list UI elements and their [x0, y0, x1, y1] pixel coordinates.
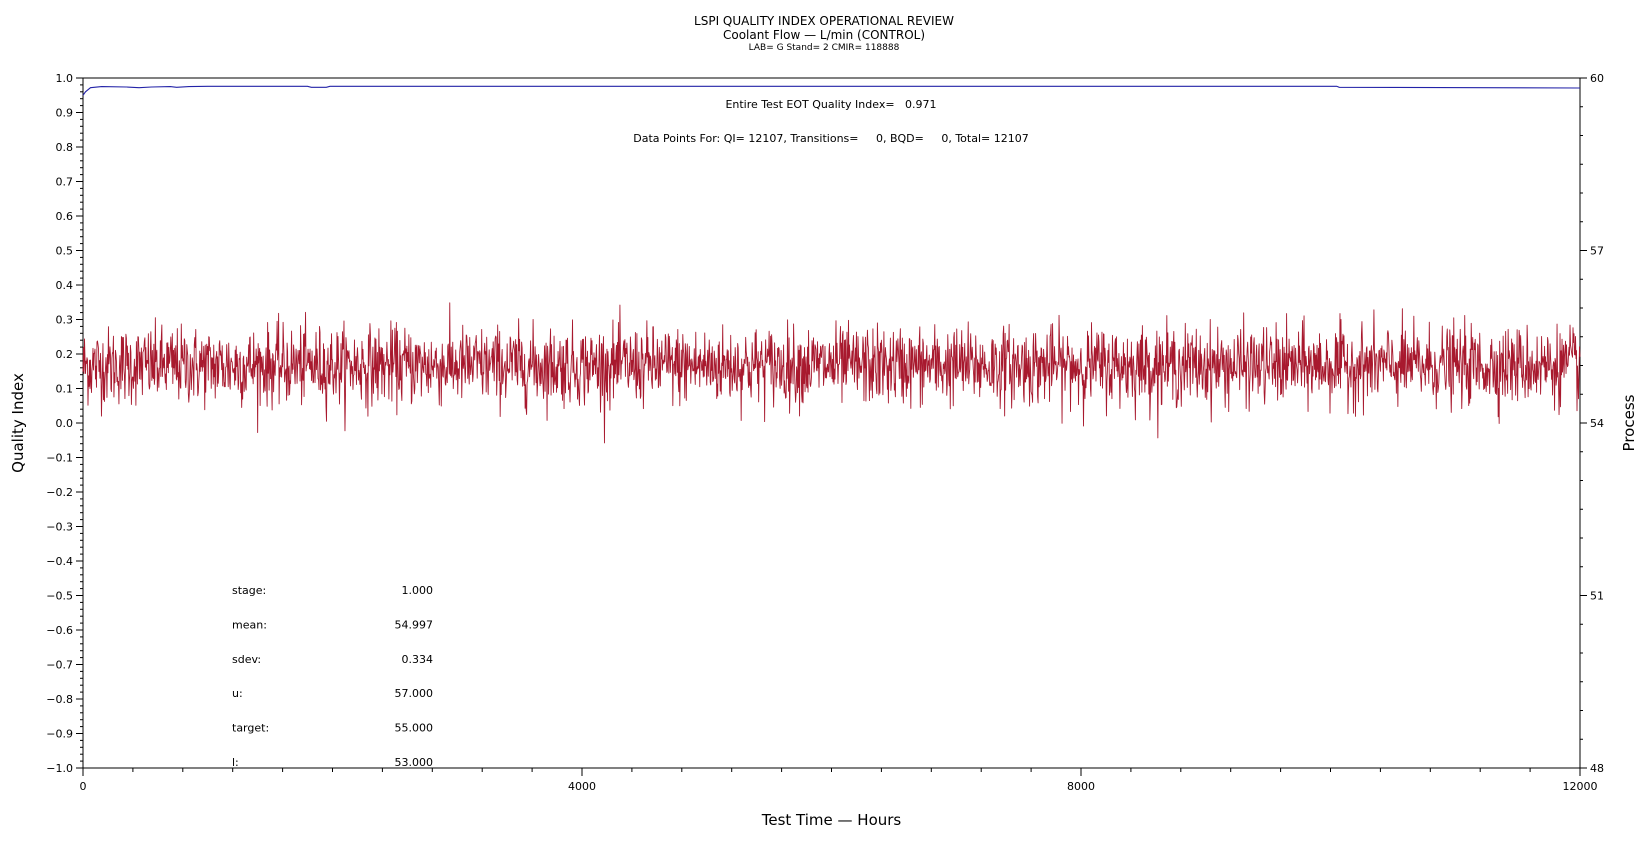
- y-tick-label: −1.0: [46, 762, 73, 775]
- x-tick-label: 4000: [568, 780, 596, 793]
- y2-axis-label: Process: [1620, 394, 1638, 451]
- stat-value: 55.000: [395, 722, 434, 735]
- stat-value: 53.000: [395, 756, 434, 769]
- stat-value: 1.000: [402, 584, 434, 597]
- y-tick-label: 0.8: [56, 141, 74, 154]
- y2-tick-label: 54: [1590, 417, 1604, 430]
- plot-frame: [82, 77, 1581, 769]
- y2-tick-label: 51: [1590, 590, 1604, 603]
- y-tick-label: −0.4: [46, 555, 73, 568]
- y-tick-label: 0.7: [56, 176, 74, 189]
- y-tick-label: −0.9: [46, 728, 73, 741]
- y-tick-label: 0.4: [56, 279, 74, 292]
- stat-value: 54.997: [395, 618, 434, 631]
- y-tick-label: 0.5: [56, 245, 74, 258]
- stat-label: mean:: [232, 618, 267, 631]
- x-tick-label: 8000: [1067, 780, 1095, 793]
- x-tick-label: 0: [80, 780, 87, 793]
- y-tick-label: 0.0: [56, 417, 74, 430]
- stat-label: stage:: [232, 584, 266, 597]
- y-tick-label: −0.2: [46, 486, 73, 499]
- y-tick-label: 0.2: [56, 348, 74, 361]
- y-tick-label: −0.6: [46, 624, 73, 637]
- process-series-line: [82, 302, 1581, 444]
- y-tick-label: 0.9: [56, 107, 74, 120]
- y2-tick-label: 60: [1590, 72, 1604, 85]
- y-tick-label: −0.7: [46, 659, 73, 672]
- y2-tick-label: 57: [1590, 245, 1604, 258]
- stat-value: 0.334: [402, 653, 434, 666]
- stat-label: sdev:: [232, 653, 261, 666]
- y-tick-label: −0.3: [46, 521, 73, 534]
- y-tick-label: −0.5: [46, 590, 73, 603]
- eot-quality-annotation: Entire Test EOT Quality Index= 0.971: [725, 98, 936, 111]
- y-tick-label: 0.3: [56, 314, 74, 327]
- x-tick-label: 12000: [1563, 780, 1598, 793]
- stat-label: l:: [232, 756, 239, 769]
- stat-label: target:: [232, 722, 269, 735]
- y-tick-label: −0.1: [46, 452, 73, 465]
- data-points-annotation: Data Points For: QI= 12107, Transitions=…: [633, 132, 1028, 145]
- y2-tick-label: 48: [1590, 762, 1604, 775]
- y-tick-label: −0.8: [46, 693, 73, 706]
- stat-label: u:: [232, 687, 243, 700]
- y-tick-label: 0.6: [56, 210, 74, 223]
- y-tick-label: 0.1: [56, 383, 74, 396]
- quality-index-line: [82, 85, 1581, 96]
- chart-title: LSPI QUALITY INDEX OPERATIONAL REVIEW: [694, 14, 954, 28]
- chart-subtitle: Coolant Flow — L/min (CONTROL): [722, 28, 926, 42]
- chart-subtitle-lab: LAB= G Stand= 2 CMIR= 118888: [748, 43, 900, 53]
- stat-value: 57.000: [395, 687, 434, 700]
- y-tick-label: 1.0: [56, 72, 74, 85]
- x-axis-label: Test Time — Hours: [761, 811, 902, 829]
- y-axis-label: Quality Index: [9, 373, 27, 473]
